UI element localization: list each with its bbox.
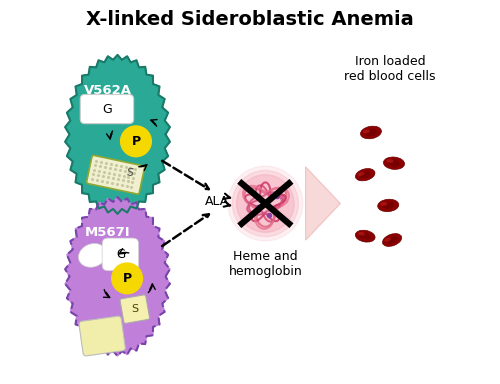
Ellipse shape: [384, 238, 391, 242]
Ellipse shape: [360, 233, 370, 239]
Ellipse shape: [356, 169, 375, 181]
Text: P: P: [122, 272, 132, 285]
Circle shape: [236, 175, 294, 232]
FancyBboxPatch shape: [86, 156, 144, 194]
Text: G: G: [102, 103, 112, 116]
Text: V562A: V562A: [84, 84, 132, 97]
Circle shape: [112, 263, 142, 294]
Circle shape: [120, 126, 152, 157]
Polygon shape: [65, 55, 170, 214]
FancyBboxPatch shape: [120, 295, 150, 323]
Ellipse shape: [388, 160, 400, 167]
Text: G: G: [117, 248, 126, 261]
FancyBboxPatch shape: [79, 316, 126, 356]
Circle shape: [228, 166, 303, 241]
Text: M567I: M567I: [85, 226, 130, 239]
Ellipse shape: [386, 159, 394, 163]
Ellipse shape: [78, 243, 106, 267]
Text: ALA: ALA: [205, 195, 230, 208]
Text: S: S: [124, 167, 134, 179]
Ellipse shape: [380, 202, 388, 206]
Ellipse shape: [365, 129, 376, 136]
Ellipse shape: [358, 232, 365, 235]
FancyBboxPatch shape: [80, 94, 134, 124]
Ellipse shape: [387, 237, 398, 243]
Ellipse shape: [358, 172, 364, 176]
Ellipse shape: [356, 230, 375, 242]
Ellipse shape: [384, 157, 404, 169]
Text: X-linked Sideroblastic Anemia: X-linked Sideroblastic Anemia: [86, 10, 414, 28]
Ellipse shape: [378, 199, 399, 212]
Text: S: S: [131, 304, 138, 314]
Circle shape: [232, 170, 298, 237]
Ellipse shape: [360, 126, 382, 139]
Polygon shape: [65, 197, 170, 356]
Text: Heme and
hemoglobin: Heme and hemoglobin: [228, 250, 302, 278]
Text: Iron loaded
red blood cells: Iron loaded red blood cells: [344, 55, 436, 83]
Text: P: P: [132, 135, 140, 148]
FancyBboxPatch shape: [102, 238, 139, 271]
Polygon shape: [306, 167, 340, 240]
Ellipse shape: [360, 171, 370, 178]
Ellipse shape: [363, 129, 370, 133]
Ellipse shape: [382, 202, 394, 209]
Ellipse shape: [382, 233, 402, 247]
